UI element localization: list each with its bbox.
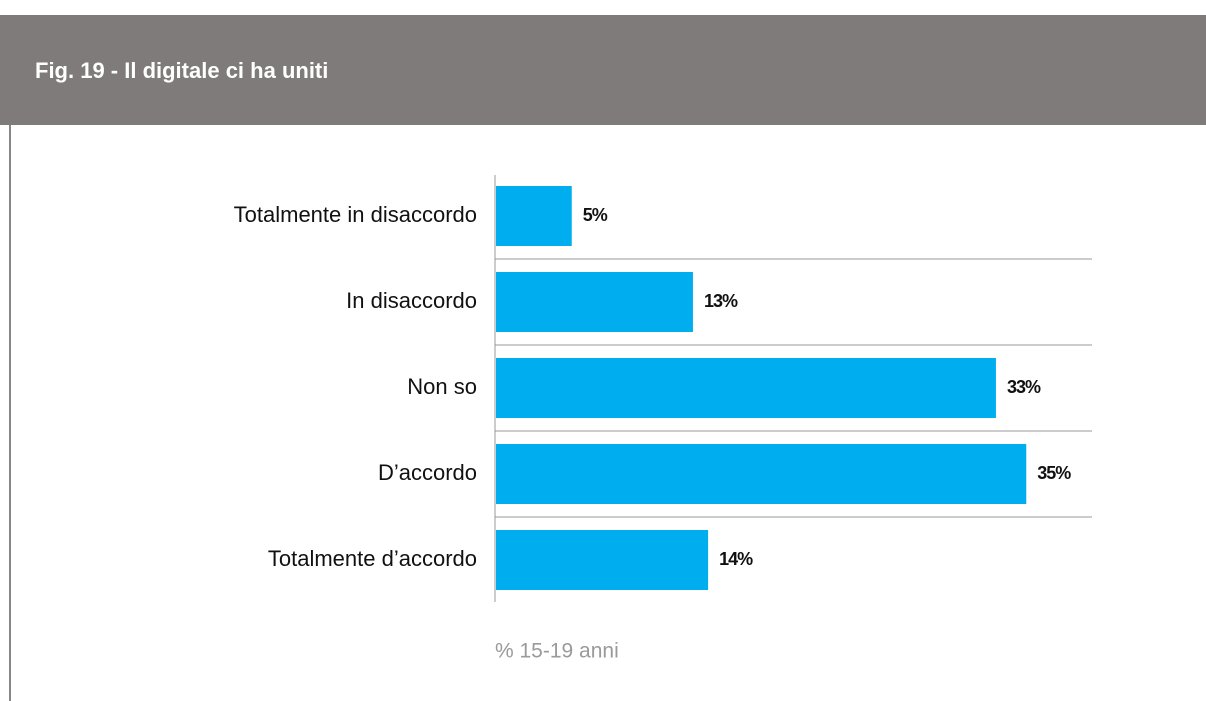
bar (496, 444, 1027, 504)
value-label: 35% (1037, 463, 1071, 483)
category-label: Totalmente d’accordo (268, 546, 477, 571)
value-label: 14% (719, 549, 753, 569)
category-label: D’accordo (378, 460, 477, 485)
chart-title: Fig. 19 - Il digitale ci ha uniti (35, 58, 328, 83)
header-bar (0, 15, 1206, 125)
category-label: In disaccordo (346, 288, 477, 313)
value-label: 13% (704, 291, 738, 311)
category-label: Non so (407, 374, 477, 399)
category-label: Totalmente in disaccordo (234, 202, 477, 227)
value-label: 5% (583, 205, 608, 225)
axis-label: % 15-19 anni (495, 640, 619, 663)
bar (496, 186, 572, 246)
value-label: 33% (1007, 377, 1041, 397)
bar (496, 358, 996, 418)
bar (496, 530, 709, 590)
bar (496, 272, 693, 332)
